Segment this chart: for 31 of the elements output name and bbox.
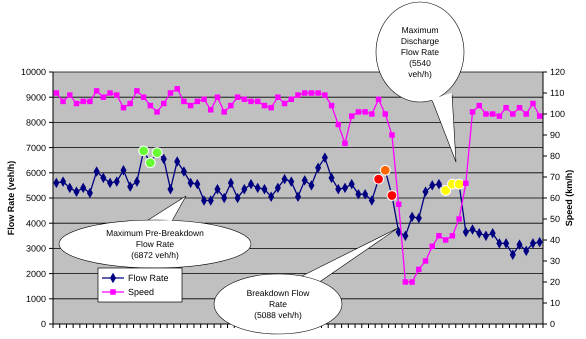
y2-axis-title: Speed (km/h): [564, 170, 574, 226]
y-tick-label: 8000: [26, 118, 46, 128]
y2-tick-label: 60: [550, 193, 560, 204]
legend-label: Flow Rate: [128, 273, 169, 284]
y2-tick-label: 0: [550, 319, 556, 330]
y2-tick-label: 50: [550, 214, 560, 224]
annotation: Maximum Discharge Flow Rate (5540 veh/h): [400, 24, 440, 79]
y2-tick-label: 10: [550, 298, 560, 308]
y-tick-label: 9000: [26, 92, 46, 102]
y-tick-label: 1000: [26, 294, 46, 304]
y-tick-label: 4000: [26, 218, 46, 228]
y-tick-label: 7000: [26, 142, 46, 153]
y2-tick-label: 120: [550, 67, 566, 78]
y2-tick-label: 90: [550, 130, 560, 140]
y-tick-label: 10000: [20, 67, 46, 78]
y-tick-label: 0: [40, 319, 46, 330]
y2-tick-label: 110: [550, 88, 564, 98]
y2-tick-label: 70: [550, 172, 560, 182]
y2-tick-label: 20: [550, 277, 560, 288]
y2-tick-label: 30: [550, 256, 560, 266]
annotation: Maximum Pre-Breakdown Flow Rate (6872 veh/h): [106, 228, 204, 260]
legend-label: Speed: [128, 287, 154, 298]
y2-tick-label: 40: [550, 235, 560, 246]
y-tick-label: 5000: [26, 193, 46, 204]
y-axis-title: Flow Rate (veh/h): [6, 160, 16, 236]
y-tick-label: 3000: [26, 244, 46, 254]
annotation: Breakdown Flow Rate (5088 veh/h): [246, 288, 310, 320]
y2-tick-label: 100: [550, 109, 566, 120]
y-tick-label: 6000: [26, 168, 46, 178]
y-tick-label: 2000: [26, 268, 46, 279]
y2-tick-label: 80: [550, 151, 560, 162]
